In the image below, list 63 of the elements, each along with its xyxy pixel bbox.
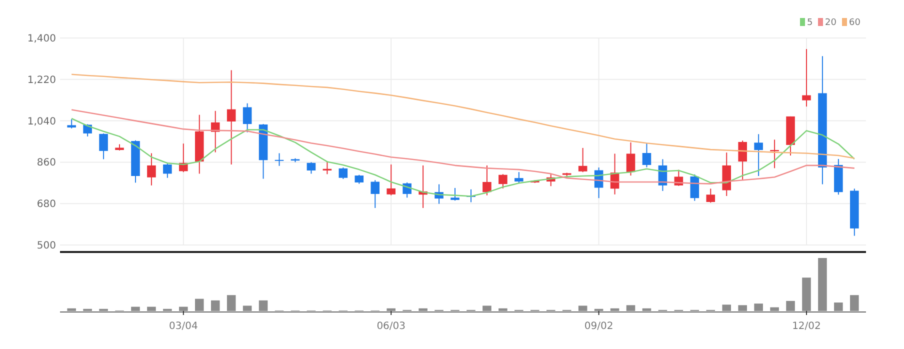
candlestick	[482, 164, 492, 196]
bar	[386, 308, 396, 311]
bar	[498, 308, 508, 311]
bar	[242, 306, 252, 311]
bar	[834, 302, 843, 311]
bar	[147, 306, 156, 311]
y-tick-label: 500	[36, 240, 56, 252]
bar	[67, 308, 76, 311]
candlestick	[147, 152, 156, 186]
y-tick-label: 680	[36, 199, 56, 210]
candlestick	[514, 172, 524, 184]
candlestick	[770, 139, 779, 169]
legend-label: 20	[825, 18, 837, 28]
bar	[610, 308, 620, 311]
candlestick	[450, 187, 460, 202]
candlestick	[163, 163, 172, 178]
bar	[258, 300, 268, 311]
bar	[482, 306, 492, 311]
candlestick	[306, 162, 316, 174]
candlestick	[338, 166, 348, 180]
candlestick	[706, 188, 716, 204]
candlestick	[738, 140, 747, 180]
y-tick-label: 1,220	[27, 74, 56, 86]
candlestick	[642, 142, 652, 168]
x-tick-label: 09/02	[584, 321, 614, 332]
bar	[786, 300, 795, 311]
candlestick	[242, 102, 252, 133]
legend-label: 5	[807, 18, 813, 28]
y-tick-label: 1,400	[27, 34, 56, 44]
bar	[626, 305, 636, 311]
bar	[179, 306, 188, 311]
candlestick	[754, 134, 763, 176]
bar	[578, 306, 588, 311]
legend-label: 60	[849, 18, 861, 28]
candlestick	[386, 164, 396, 196]
candlestick	[226, 70, 236, 165]
candlestick	[370, 180, 380, 208]
x-tick-label: 03/04	[169, 321, 198, 332]
bar	[850, 295, 859, 311]
candlestick	[274, 152, 284, 166]
bar	[754, 304, 763, 311]
y-tick-label: 860	[36, 158, 56, 169]
y-tick-label: 1,040	[27, 116, 56, 128]
candlestick	[67, 118, 76, 129]
bar	[642, 308, 652, 311]
candlestick	[210, 110, 220, 153]
bar	[418, 308, 428, 311]
bar	[226, 295, 236, 311]
x-tick-label: 12/02	[792, 321, 821, 332]
bar	[131, 306, 140, 311]
bar	[738, 305, 747, 311]
bar	[818, 258, 827, 311]
candlestick	[802, 48, 811, 108]
candlestick	[578, 147, 588, 173]
candlestick	[498, 174, 508, 189]
candlestick	[626, 142, 636, 176]
bar	[722, 304, 731, 311]
bar	[802, 278, 811, 311]
bar	[210, 300, 220, 311]
x-tick-label: 06/03	[376, 321, 406, 332]
bar	[195, 298, 204, 311]
candlestick	[99, 132, 108, 160]
bar	[770, 307, 779, 311]
